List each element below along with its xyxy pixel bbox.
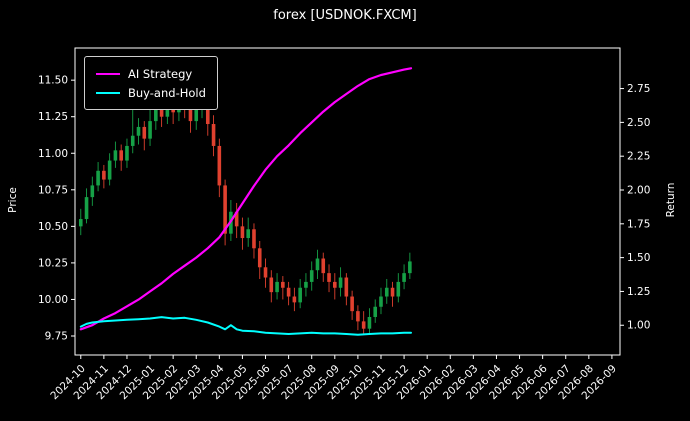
candle-body <box>350 296 354 312</box>
price-tick-label: 10.75 <box>38 184 68 196</box>
candle-body <box>344 277 349 297</box>
candle-body <box>390 287 395 297</box>
candle-body <box>367 316 372 329</box>
candle-body <box>84 197 89 220</box>
legend-label-ai-strategy: AI Strategy <box>128 66 193 81</box>
candle-body <box>356 311 360 322</box>
candle-body <box>338 277 343 288</box>
price-tick-label: 10.25 <box>38 257 68 269</box>
candle-body <box>240 226 245 239</box>
chart-title: forex [USDNOK.FXCM] <box>273 8 417 23</box>
price-tick-label: 10.50 <box>38 221 68 233</box>
ai-strategy-line <box>79 67 413 331</box>
candle-body <box>286 287 291 297</box>
candlestick-series <box>78 86 412 335</box>
candle-body <box>384 287 389 297</box>
candle-body <box>396 281 401 297</box>
price-tick-label: 10.00 <box>38 294 68 306</box>
candle-body <box>142 126 147 139</box>
return-tick-label: 1.50 <box>627 252 650 264</box>
candle-body <box>327 273 331 282</box>
candle-body <box>205 102 210 125</box>
candle-body <box>309 270 314 282</box>
price-tick-label: 11.00 <box>38 148 68 160</box>
candle-body <box>257 248 262 268</box>
candle-body <box>263 267 268 278</box>
candle-body <box>373 306 378 317</box>
return-tick-label: 1.00 <box>627 320 650 332</box>
right-axis-label: Return <box>665 182 677 218</box>
candle-body <box>159 106 164 117</box>
candle-body <box>154 106 158 122</box>
candle-body <box>402 273 406 282</box>
candle-body <box>96 170 100 186</box>
legend: AI Strategy Buy-and-Hold <box>84 56 218 110</box>
candle-body <box>90 185 95 198</box>
candle-body <box>130 135 135 146</box>
candle-body <box>211 124 216 146</box>
candle-body <box>148 121 152 139</box>
candle-body <box>107 160 112 180</box>
candle-body <box>298 287 302 303</box>
candle-body <box>252 229 256 249</box>
candle-body <box>315 258 320 271</box>
return-tick-label: 2.50 <box>627 117 650 129</box>
candle-body <box>113 150 118 161</box>
candle-body <box>102 170 106 180</box>
candle-body <box>234 211 239 227</box>
candle-body <box>223 185 227 234</box>
candle-body <box>217 145 222 186</box>
candle-body <box>269 277 274 293</box>
candle-body <box>304 281 308 288</box>
return-tick-label: 2.25 <box>627 151 650 163</box>
candle-body <box>292 296 297 303</box>
candle-body <box>275 281 279 293</box>
candle-body <box>408 261 412 274</box>
plot-frame <box>74 47 621 356</box>
return-tick-label: 1.25 <box>627 286 650 298</box>
return-tick-label: 1.75 <box>627 218 650 230</box>
candle-body <box>321 258 326 274</box>
legend-item-ai-strategy: AI Strategy <box>96 64 206 83</box>
candle-body <box>78 219 83 227</box>
candle-body <box>361 321 366 329</box>
buy-and-hold-line-swatch <box>96 91 120 94</box>
candle-body <box>188 109 193 122</box>
return-tick-label: 2.00 <box>627 185 650 197</box>
legend-item-buy-and-hold: Buy-and-Hold <box>96 83 206 102</box>
candle-body <box>194 109 199 122</box>
left-axis-label: Price <box>7 187 19 213</box>
legend-label-buy-and-hold: Buy-and-Hold <box>128 85 206 100</box>
candle-body <box>246 229 250 239</box>
candle-body <box>332 281 337 288</box>
ai-strategy-line-swatch <box>96 72 120 75</box>
price-tick-label: 11.50 <box>38 75 68 87</box>
candle-body <box>281 281 285 288</box>
buy-and-hold-line <box>79 316 412 336</box>
price-tick-label: 9.75 <box>45 330 68 342</box>
candle-body <box>125 145 129 161</box>
candle-body <box>119 150 123 161</box>
return-tick-label: 2.75 <box>627 83 650 95</box>
candle-body <box>136 126 141 136</box>
candle-body <box>379 296 383 307</box>
price-tick-label: 11.25 <box>38 111 68 123</box>
